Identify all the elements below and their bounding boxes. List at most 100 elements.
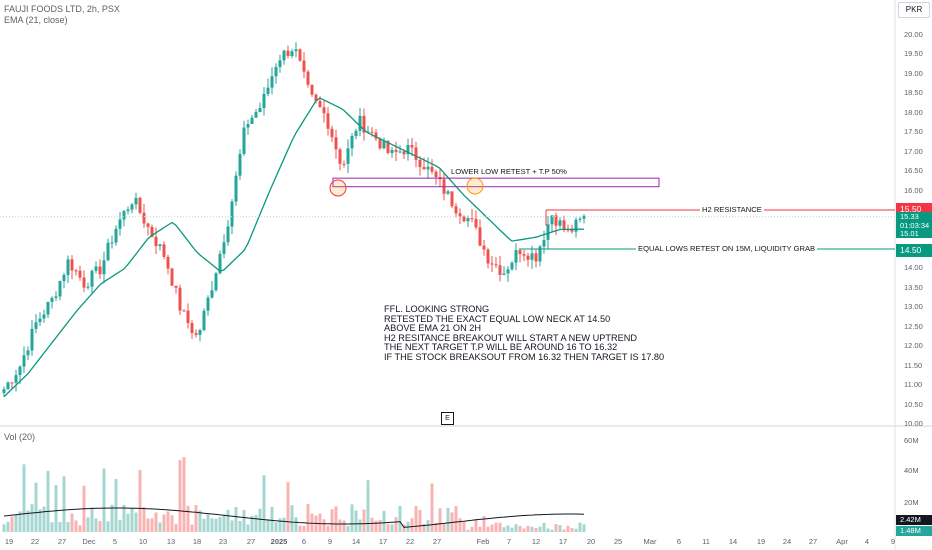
x-tick-label: 11	[702, 537, 710, 546]
x-tick-label: 24	[782, 537, 792, 546]
indicator-title: EMA (21, close)	[4, 15, 68, 25]
volume-bar	[142, 506, 146, 532]
volume-bar	[110, 504, 114, 532]
candle-body	[238, 153, 242, 176]
candle-body	[502, 273, 506, 275]
volume-bar	[390, 524, 394, 532]
volume-bar	[118, 519, 122, 532]
y-tick-label: 13.50	[904, 282, 923, 292]
candle-body	[158, 244, 162, 247]
volume-bar	[574, 528, 578, 532]
candle-body	[378, 138, 382, 149]
candle-body	[134, 197, 138, 205]
volume-title: Vol (20)	[4, 432, 36, 442]
volume-bar	[562, 529, 566, 532]
x-tick-label: 20	[586, 537, 596, 546]
x-tick-label: 2025	[270, 537, 288, 546]
volume-bar	[338, 519, 342, 532]
candle-body	[26, 350, 30, 356]
candle-body	[298, 49, 302, 61]
x-tick-label: 23	[218, 537, 228, 546]
volume-bar	[226, 509, 230, 532]
candle-body	[582, 215, 586, 219]
volume-bar	[490, 524, 494, 532]
candle-body	[498, 265, 502, 275]
volume-bar	[262, 475, 266, 532]
volume-bar	[542, 522, 546, 532]
current-price-badge: 15.33 01:03:34 15.01	[896, 212, 932, 238]
volume-bar	[458, 518, 462, 532]
volume-bar	[66, 522, 70, 532]
volume-bar	[498, 522, 502, 532]
candle-body	[578, 218, 582, 220]
candle-body	[538, 246, 542, 262]
volume-bar	[466, 529, 470, 532]
ema-value: 15.01	[900, 229, 919, 238]
candle-body	[406, 144, 410, 155]
volume-bar	[286, 482, 290, 532]
candle-body	[254, 112, 258, 118]
candle-body	[194, 332, 198, 335]
volume-bar	[514, 524, 518, 532]
volume-bar	[90, 507, 94, 532]
volume-bar	[578, 522, 582, 532]
candle-body	[322, 107, 326, 114]
volume-tick-label: 20M	[904, 498, 919, 507]
volume-bar	[502, 527, 506, 532]
volume-ma-line	[3, 507, 585, 528]
x-tick-label: 22	[30, 537, 40, 546]
note-line: THE NEXT TARGET T.P WILL BE AROUND 16 TO…	[384, 342, 618, 353]
candle-body	[466, 218, 470, 222]
volume-bar	[218, 516, 222, 532]
volume-bar	[554, 524, 558, 532]
candle-body	[66, 259, 70, 275]
candle-body	[270, 76, 274, 88]
candle-body	[258, 107, 262, 113]
volume-bar	[62, 476, 66, 532]
y-tick-label: 17.50	[904, 127, 923, 137]
volume-bar	[74, 520, 78, 532]
candle-body	[266, 87, 270, 94]
volume-bar	[54, 485, 58, 532]
x-tick-label: 27	[432, 537, 442, 546]
volume-bar	[2, 524, 6, 532]
support-price-badge: 14.50	[896, 244, 932, 257]
volume-bar	[214, 518, 218, 532]
volume-bar	[150, 518, 154, 532]
volume-bar	[78, 525, 82, 532]
candle-body	[410, 144, 414, 148]
currency-button[interactable]: PKR	[898, 2, 930, 18]
candle-body	[222, 242, 226, 254]
retest-circle	[329, 179, 347, 197]
retest-circle	[466, 177, 484, 195]
x-tick-label: 17	[378, 537, 388, 546]
candle-body	[34, 322, 38, 329]
candle-body	[242, 127, 246, 154]
x-tick-label: 9	[890, 537, 896, 546]
volume-bar	[38, 509, 42, 532]
x-tick-label: Mar	[643, 537, 657, 546]
candle-body	[286, 50, 290, 57]
candle-body	[362, 115, 366, 133]
volume-bar	[378, 519, 382, 532]
support-label: EQUAL LOWS RETEST ON 15M, LIQUIDITY GRAB	[636, 244, 818, 253]
candle-body	[462, 216, 466, 222]
volume-bar	[94, 518, 98, 532]
volume-bar	[394, 517, 398, 532]
volume-bar	[482, 516, 486, 532]
candle-body	[30, 328, 34, 351]
event-marker-button[interactable]: E	[441, 412, 454, 425]
volume-tick-label: 40M	[904, 466, 919, 475]
volume-bar	[510, 527, 514, 532]
x-tick-label: 6	[301, 537, 307, 546]
volume-bar	[414, 506, 418, 532]
volume-bar	[402, 524, 406, 532]
candle-body	[78, 270, 82, 278]
volume-bar	[526, 525, 530, 532]
volume-bar	[18, 511, 22, 532]
candle-body	[522, 254, 526, 256]
candle-body	[182, 310, 186, 312]
analysis-note: FFL. LOOKING STRONG RETESTED THE EXACT E…	[384, 304, 664, 363]
